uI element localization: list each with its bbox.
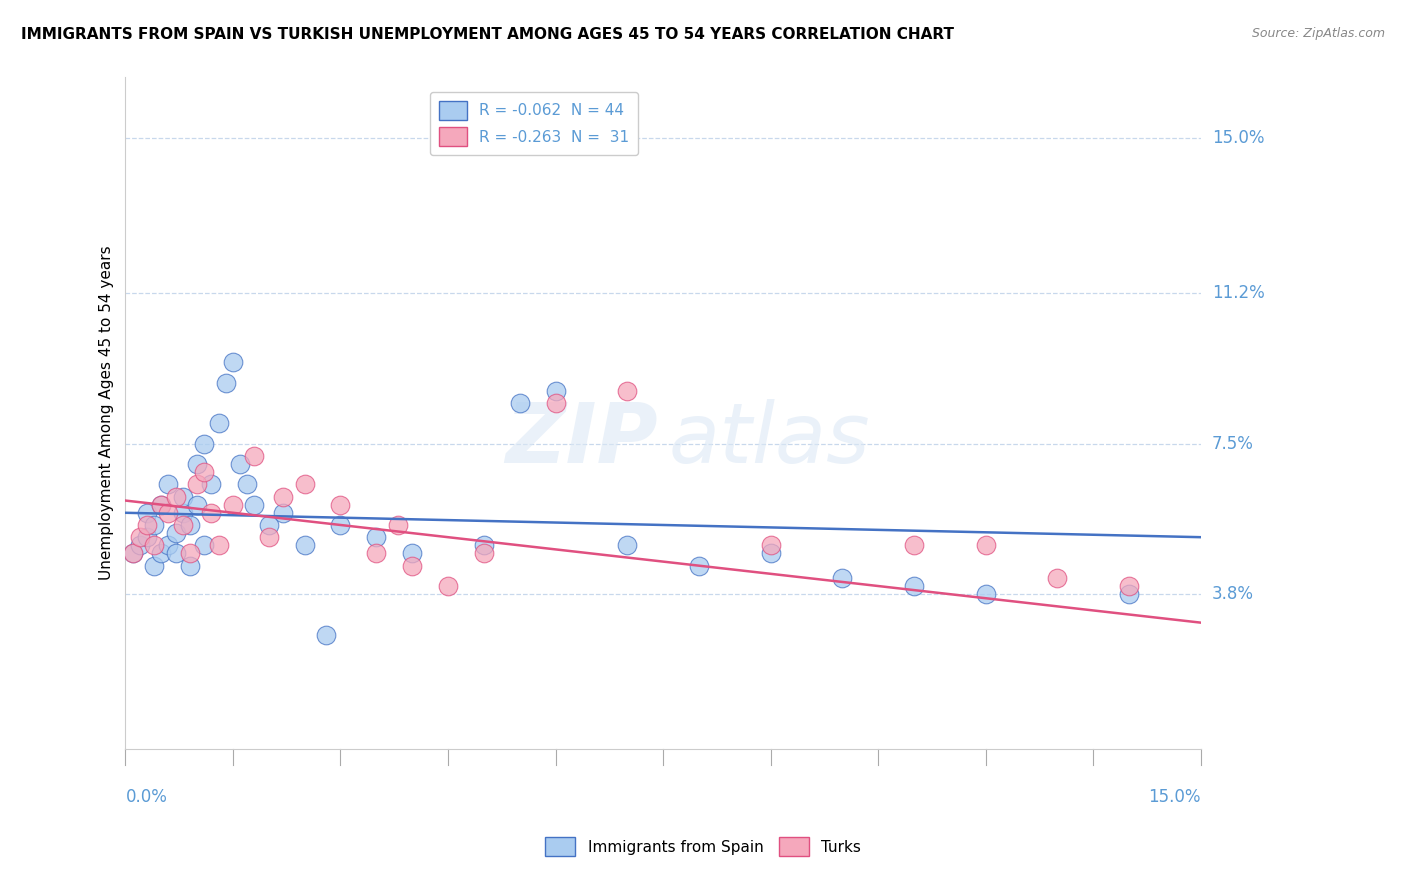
Point	[179, 546, 201, 560]
Point	[544, 396, 567, 410]
Text: 3.8%: 3.8%	[1212, 585, 1254, 603]
Point	[150, 546, 173, 560]
Point	[150, 498, 173, 512]
Point	[200, 477, 222, 491]
Text: 11.2%: 11.2%	[1212, 284, 1264, 302]
Text: IMMIGRANTS FROM SPAIN VS TURKISH UNEMPLOYMENT AMONG AGES 45 TO 54 YEARS CORRELAT: IMMIGRANTS FROM SPAIN VS TURKISH UNEMPLO…	[21, 27, 955, 42]
Text: ZIP: ZIP	[505, 400, 658, 481]
Point	[165, 526, 187, 541]
Point	[974, 587, 997, 601]
Point	[157, 506, 180, 520]
Point	[257, 518, 280, 533]
Point	[186, 498, 208, 512]
Point	[208, 417, 231, 431]
Point	[544, 384, 567, 398]
Point	[179, 518, 201, 533]
Point	[366, 530, 388, 544]
Point	[172, 506, 194, 520]
Point	[172, 490, 194, 504]
Point	[128, 538, 150, 552]
Point	[616, 538, 638, 552]
Point	[179, 558, 201, 573]
Point	[329, 498, 352, 512]
Text: atlas: atlas	[668, 400, 870, 481]
Point	[1118, 587, 1140, 601]
Point	[193, 465, 215, 479]
Point	[200, 506, 222, 520]
Point	[472, 538, 495, 552]
Point	[136, 518, 159, 533]
Point	[903, 579, 925, 593]
Point	[186, 457, 208, 471]
Text: 15.0%: 15.0%	[1212, 129, 1264, 147]
Point	[157, 477, 180, 491]
Point	[401, 558, 423, 573]
Y-axis label: Unemployment Among Ages 45 to 54 years: Unemployment Among Ages 45 to 54 years	[100, 246, 114, 581]
Point	[165, 546, 187, 560]
Point	[157, 538, 180, 552]
Point	[1118, 579, 1140, 593]
Point	[366, 546, 388, 560]
Point	[193, 436, 215, 450]
Point	[831, 571, 853, 585]
Text: 0.0%: 0.0%	[125, 788, 167, 805]
Point	[472, 546, 495, 560]
Point	[186, 477, 208, 491]
Point	[387, 518, 409, 533]
Point	[509, 396, 531, 410]
Point	[759, 538, 782, 552]
Point	[136, 530, 159, 544]
Point	[208, 538, 231, 552]
Point	[229, 457, 252, 471]
Point	[974, 538, 997, 552]
Point	[257, 530, 280, 544]
Legend: R = -0.062  N = 44, R = -0.263  N =  31: R = -0.062 N = 44, R = -0.263 N = 31	[430, 92, 638, 155]
Point	[121, 546, 143, 560]
Legend: Immigrants from Spain, Turks: Immigrants from Spain, Turks	[538, 831, 868, 862]
Point	[243, 498, 266, 512]
Point	[329, 518, 352, 533]
Text: 7.5%: 7.5%	[1212, 434, 1254, 452]
Point	[401, 546, 423, 560]
Point	[121, 546, 143, 560]
Point	[222, 355, 245, 369]
Point	[143, 538, 166, 552]
Point	[136, 506, 159, 520]
Point	[150, 498, 173, 512]
Point	[236, 477, 259, 491]
Point	[143, 518, 166, 533]
Point	[128, 530, 150, 544]
Point	[271, 490, 294, 504]
Point	[616, 384, 638, 398]
Point	[215, 376, 238, 390]
Point	[271, 506, 294, 520]
Text: 15.0%: 15.0%	[1149, 788, 1201, 805]
Point	[243, 449, 266, 463]
Text: Source: ZipAtlas.com: Source: ZipAtlas.com	[1251, 27, 1385, 40]
Point	[1046, 571, 1069, 585]
Point	[315, 628, 337, 642]
Point	[165, 490, 187, 504]
Point	[294, 538, 316, 552]
Point	[222, 498, 245, 512]
Point	[759, 546, 782, 560]
Point	[143, 558, 166, 573]
Point	[193, 538, 215, 552]
Point	[437, 579, 460, 593]
Point	[688, 558, 710, 573]
Point	[172, 518, 194, 533]
Point	[903, 538, 925, 552]
Point	[294, 477, 316, 491]
